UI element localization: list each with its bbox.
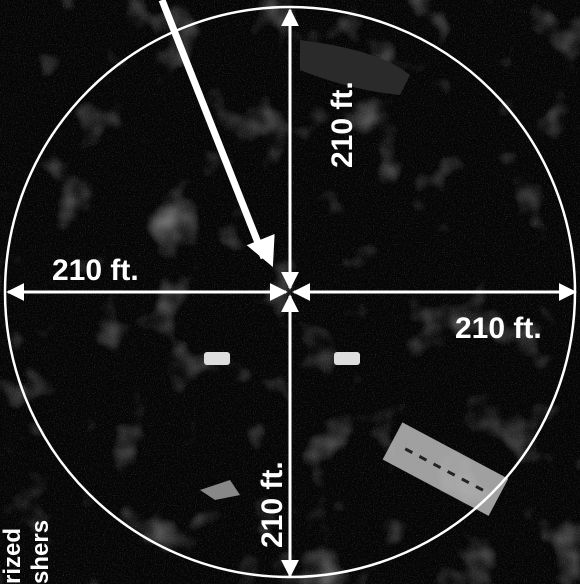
pointer-arrow (158, 0, 268, 260)
terrain-feature (300, 40, 410, 95)
building (382, 422, 509, 516)
dimension-label: 210 ft. (256, 461, 289, 548)
dimension-label: 210 ft. (326, 81, 359, 168)
vehicle (204, 352, 360, 365)
dimension-label: 210 ft. (52, 254, 139, 287)
terrain-feature (200, 480, 240, 500)
side-label: shers (27, 520, 54, 584)
side-label: rized (0, 528, 26, 584)
pointer-arrowhead (246, 233, 275, 268)
dimension-label: 210 ft. (455, 312, 542, 345)
